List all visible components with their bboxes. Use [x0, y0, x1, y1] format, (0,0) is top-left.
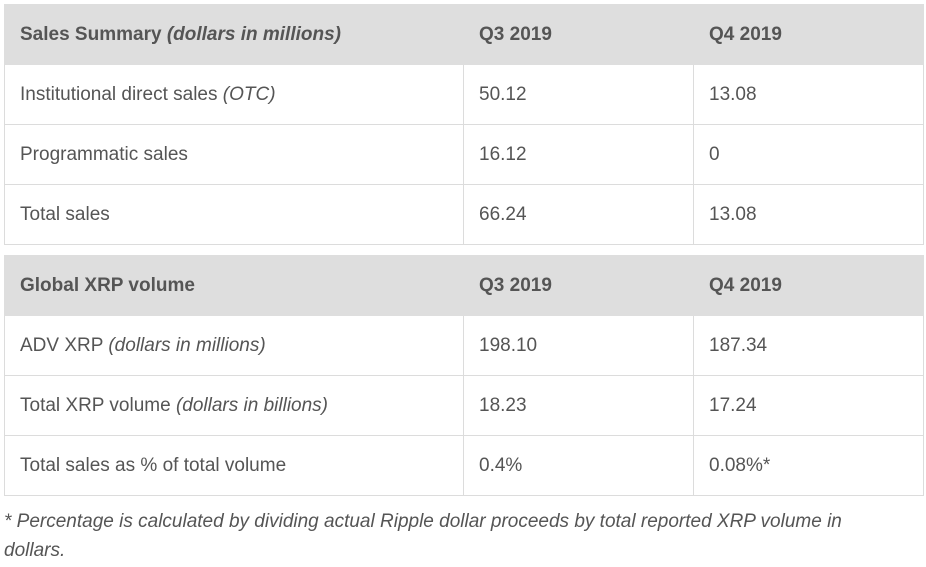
table-row: Programmatic sales 16.12 0: [4, 124, 924, 185]
row-label-note: (OTC): [222, 83, 276, 105]
row-label-note: (dollars in millions): [108, 334, 266, 356]
footnote: * Percentage is calculated by dividing a…: [4, 511, 842, 561]
table-row: Institutional direct sales (OTC) 50.12 1…: [4, 64, 924, 125]
q4-value: 0.08%*: [693, 435, 924, 496]
row-label: Total XRP volume (dollars in billions): [4, 375, 464, 436]
q3-value: 50.12: [463, 64, 694, 125]
row-label: Institutional direct sales (OTC): [4, 64, 464, 125]
global-volume-header-q3: Q3 2019: [463, 255, 694, 316]
q3-value: 66.24: [463, 184, 694, 245]
row-label-text: Programmatic sales: [20, 143, 188, 165]
sales-summary-header-q4: Q4 2019: [693, 4, 924, 65]
table-row: Total XRP volume (dollars in billions) 1…: [4, 375, 924, 436]
q3-value: 0.4%: [463, 435, 694, 496]
table-row: ADV XRP (dollars in millions) 198.10 187…: [4, 315, 924, 376]
row-label-text: Total sales: [20, 203, 110, 225]
global-xrp-volume-table: Global XRP volume Q3 2019 Q4 2019 ADV XR…: [4, 255, 924, 496]
row-label: ADV XRP (dollars in millions): [4, 315, 464, 376]
q3-value: 16.12: [463, 124, 694, 185]
row-label-text: Total sales as % of total volume: [20, 454, 287, 476]
sales-summary-table: Sales Summary (dollars in millions) Q3 2…: [4, 4, 924, 245]
row-label-text: Total XRP volume: [20, 394, 171, 416]
q4-value: 187.34: [693, 315, 924, 376]
sales-summary-header-row: Sales Summary (dollars in millions) Q3 2…: [4, 4, 924, 65]
sales-summary-header-q3: Q3 2019: [463, 4, 694, 65]
q4-value: 13.08: [693, 184, 924, 245]
q4-value: 0: [693, 124, 924, 185]
q4-value: 13.08: [693, 64, 924, 125]
global-volume-header-row: Global XRP volume Q3 2019 Q4 2019: [4, 255, 924, 316]
row-label-text: Institutional direct sales: [20, 83, 218, 105]
global-volume-header-q4: Q4 2019: [693, 255, 924, 316]
row-label-text: ADV XRP: [20, 334, 104, 356]
table-row: Total sales 66.24 13.08: [4, 184, 924, 245]
global-volume-header-label: Global XRP volume: [4, 255, 464, 316]
row-label: Total sales: [4, 184, 464, 245]
sales-summary-units: (dollars in millions): [166, 23, 341, 45]
q4-value: 17.24: [693, 375, 924, 436]
q3-value: 198.10: [463, 315, 694, 376]
table-row: Total sales as % of total volume 0.4% 0.…: [4, 435, 924, 496]
row-label: Total sales as % of total volume: [4, 435, 464, 496]
row-label: Programmatic sales: [4, 124, 464, 185]
sales-summary-header-label: Sales Summary (dollars in millions): [4, 4, 464, 65]
sales-summary-title: Sales Summary: [20, 23, 162, 45]
q3-value: 18.23: [463, 375, 694, 436]
row-label-note: (dollars in billions): [175, 394, 329, 416]
